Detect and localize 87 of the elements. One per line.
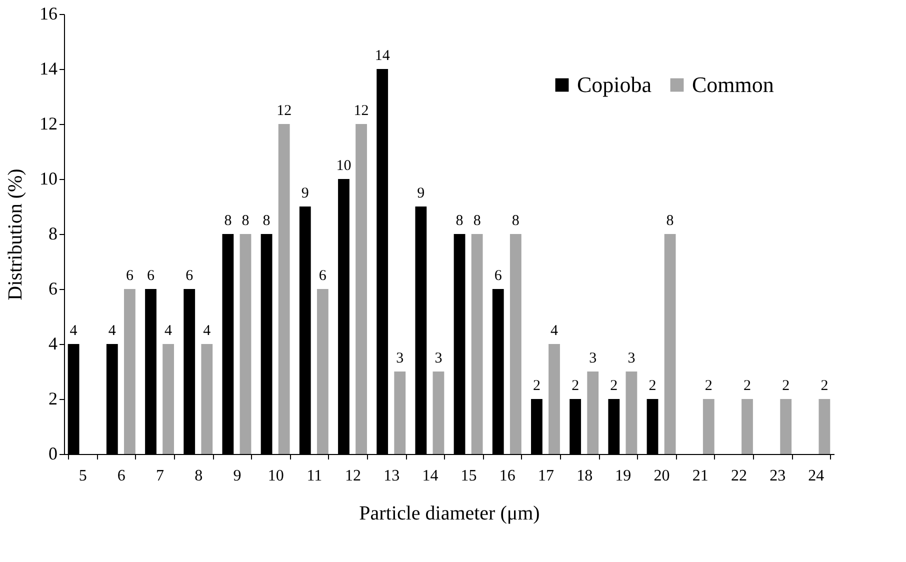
data-label: 12 — [276, 103, 292, 119]
data-label: 3 — [434, 350, 442, 366]
y-axis-title: Distribution (%) — [4, 168, 26, 300]
data-label: 9 — [301, 186, 309, 202]
x-tick-label: 17 — [538, 468, 554, 484]
x-axis-title: Particle diameter (μm) — [359, 502, 540, 524]
y-tick-label: 4 — [48, 334, 58, 354]
data-label: 3 — [589, 350, 597, 366]
x-tick-label: 16 — [499, 468, 516, 484]
bar — [742, 399, 753, 454]
data-label: 8 — [242, 213, 250, 229]
bar — [124, 289, 136, 454]
bar — [201, 344, 213, 454]
data-label: 2 — [743, 378, 751, 394]
bar — [702, 399, 714, 454]
y-tick-label: 16 — [40, 4, 58, 24]
x-tick-label: 18 — [576, 468, 593, 484]
x-tick-label: 12 — [345, 468, 362, 484]
x-tick-label: 21 — [692, 468, 708, 484]
data-label: 2 — [532, 378, 540, 394]
bar — [278, 124, 290, 454]
legend-label: Copioba — [577, 72, 652, 97]
data-label: 4 — [203, 323, 212, 339]
data-label: 4 — [108, 323, 116, 339]
data-label: 4 — [70, 323, 78, 339]
data-label: 10 — [336, 158, 352, 174]
bar — [780, 399, 792, 454]
y-tick-label: 12 — [40, 114, 58, 134]
bar — [548, 344, 560, 454]
x-tick-label: 15 — [460, 468, 477, 484]
data-label: 8 — [224, 213, 232, 229]
y-tick-label: 0 — [48, 444, 58, 464]
bar — [356, 124, 367, 454]
x-tick-label: 19 — [615, 468, 632, 484]
data-label: 14 — [374, 48, 390, 64]
bar — [818, 399, 830, 454]
bar — [664, 234, 676, 454]
x-tick-label: 7 — [156, 468, 164, 484]
bar — [471, 234, 483, 454]
data-label: 4 — [164, 323, 173, 339]
y-tick-label: 6 — [48, 278, 58, 298]
data-label: 8 — [456, 213, 464, 229]
data-label: 9 — [417, 186, 425, 202]
bar — [162, 344, 174, 454]
data-label: 2 — [704, 378, 712, 394]
data-label: 2 — [648, 378, 656, 394]
y-tick-label: 10 — [40, 168, 58, 188]
bar — [240, 234, 252, 454]
bar — [510, 234, 522, 454]
data-label: 4 — [550, 323, 559, 339]
legend-label: Common — [692, 72, 774, 97]
bar — [316, 289, 328, 454]
x-tick-label: 20 — [654, 468, 670, 484]
data-label: 8 — [262, 213, 270, 229]
data-label: 3 — [628, 350, 636, 366]
x-tick-label: 22 — [730, 468, 747, 484]
x-tick-label: 13 — [384, 468, 400, 484]
x-tick-label: 11 — [306, 468, 322, 484]
data-label: 8 — [512, 213, 520, 229]
x-tick-label: 5 — [78, 468, 87, 484]
data-label: 6 — [126, 268, 134, 284]
data-label: 6 — [147, 268, 156, 284]
bar — [626, 372, 638, 454]
x-tick-label: 8 — [194, 468, 203, 484]
data-label: 12 — [354, 103, 369, 119]
y-tick-label: 2 — [48, 388, 58, 408]
data-label: 2 — [820, 378, 828, 394]
data-label: 6 — [186, 268, 194, 284]
data-label: 2 — [572, 378, 580, 394]
bar — [587, 372, 599, 454]
data-label: 2 — [782, 378, 790, 394]
data-label: 6 — [494, 268, 502, 284]
bar — [432, 372, 444, 454]
data-label: 3 — [396, 350, 404, 366]
x-tick-label: 10 — [268, 468, 284, 484]
x-tick-label: 14 — [422, 468, 438, 484]
x-tick-label: 24 — [808, 468, 824, 484]
bar — [394, 372, 406, 454]
x-tick-label: 23 — [770, 468, 786, 484]
y-tick-label: 8 — [48, 224, 58, 244]
x-tick-label: 9 — [233, 468, 242, 484]
data-label: 2 — [610, 378, 618, 394]
data-label: 8 — [473, 213, 481, 229]
x-tick-label: 6 — [117, 468, 126, 484]
data-label: 8 — [666, 213, 674, 229]
y-tick-label: 14 — [40, 58, 58, 78]
data-label: 6 — [318, 268, 327, 284]
